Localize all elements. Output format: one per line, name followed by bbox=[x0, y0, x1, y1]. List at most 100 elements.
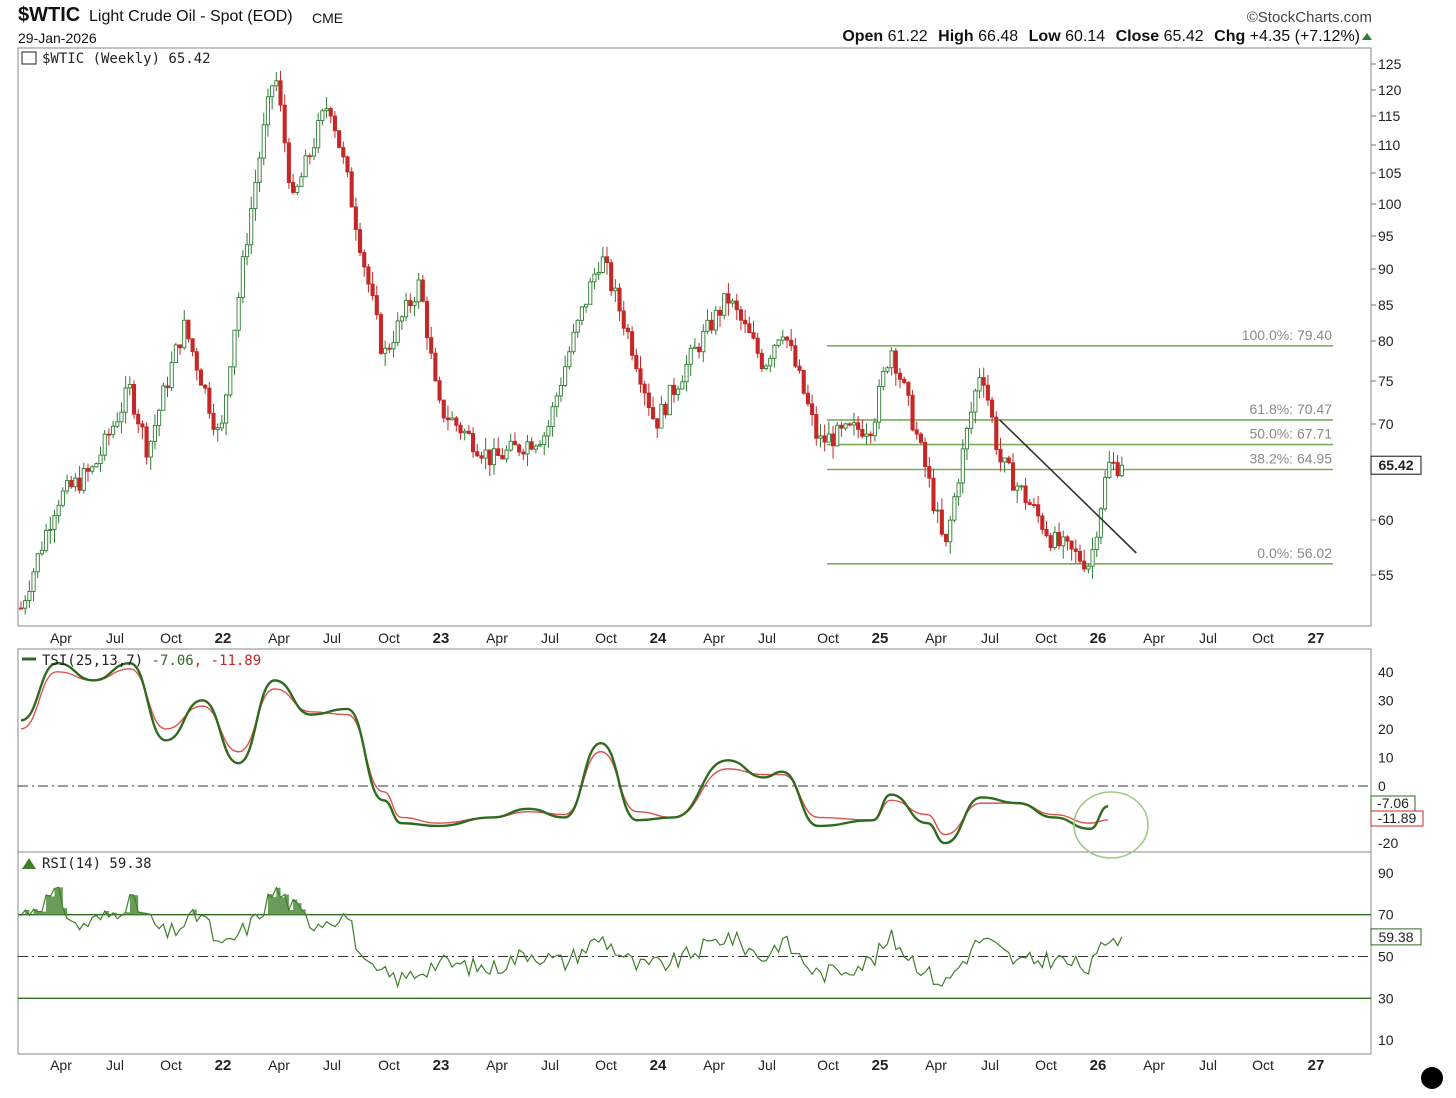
candle-body bbox=[404, 300, 409, 318]
price-tick-label: 60 bbox=[1378, 512, 1394, 528]
x-tick-label-top: Jul bbox=[323, 630, 341, 646]
candle-body bbox=[1094, 536, 1099, 551]
candle-body bbox=[458, 424, 463, 434]
candle-body bbox=[851, 422, 857, 426]
candle bbox=[90, 465, 95, 475]
candle-body bbox=[910, 394, 915, 431]
x-tick-label-bottom: Jul bbox=[541, 1057, 559, 1073]
candle bbox=[575, 319, 580, 338]
candle bbox=[985, 374, 990, 406]
x-tick-label-bottom: 25 bbox=[872, 1057, 889, 1074]
price-tick-label: 80 bbox=[1378, 333, 1394, 349]
candle bbox=[638, 356, 643, 393]
x-tick-label-bottom: 22 bbox=[215, 1057, 232, 1074]
candle bbox=[1090, 537, 1095, 579]
candle bbox=[722, 293, 727, 320]
candle bbox=[458, 422, 463, 440]
candle bbox=[998, 437, 1003, 472]
candle bbox=[1103, 470, 1108, 512]
candle-body bbox=[575, 319, 580, 333]
candle-body bbox=[642, 383, 647, 394]
candle bbox=[1077, 544, 1083, 565]
candle-body bbox=[701, 330, 706, 353]
tsi-lines bbox=[18, 662, 1371, 859]
candle bbox=[73, 473, 78, 492]
candle-body bbox=[1052, 531, 1057, 549]
up-arrow-icon bbox=[1362, 33, 1372, 40]
candle-body bbox=[1040, 515, 1045, 530]
candle-body bbox=[818, 435, 823, 439]
candle bbox=[433, 347, 438, 382]
candle bbox=[789, 328, 794, 352]
candle bbox=[228, 366, 233, 398]
candle bbox=[1031, 498, 1036, 508]
x-tick-label-bottom: 27 bbox=[1308, 1057, 1325, 1074]
candle-body bbox=[424, 300, 430, 339]
candle bbox=[805, 384, 810, 407]
candle-body bbox=[31, 571, 36, 592]
candle-body bbox=[768, 357, 773, 367]
candle-body bbox=[1073, 548, 1078, 552]
candle-body bbox=[529, 441, 534, 450]
candle-body bbox=[337, 130, 342, 148]
x-tick-label-bottom: Oct bbox=[817, 1057, 839, 1073]
record-dot-icon[interactable] bbox=[1421, 1067, 1443, 1089]
candle-body bbox=[843, 423, 848, 429]
candle bbox=[730, 298, 735, 308]
tsi-legend-value: -7.06 bbox=[143, 653, 194, 669]
candle-body bbox=[18, 607, 24, 610]
candle-body bbox=[441, 399, 446, 419]
candle bbox=[127, 376, 132, 396]
candle bbox=[684, 355, 689, 392]
last-price-value: 65.42 bbox=[1378, 457, 1413, 473]
candle bbox=[366, 264, 371, 293]
axes: 5560707580859095100105110115120125AprApr… bbox=[50, 56, 1424, 1074]
candle-body bbox=[537, 444, 543, 447]
candle-body bbox=[650, 407, 656, 420]
candle bbox=[504, 445, 509, 463]
candle-body bbox=[257, 157, 262, 183]
candle-body bbox=[864, 433, 869, 437]
fib-label: 50.0%: 67.71 bbox=[1249, 426, 1332, 442]
candle-body bbox=[286, 142, 291, 183]
candle-body bbox=[395, 320, 400, 343]
candle-body bbox=[1006, 457, 1011, 464]
candle-body bbox=[173, 344, 178, 364]
x-tick-label-top: 23 bbox=[433, 630, 450, 647]
high-value: 66.48 bbox=[978, 28, 1019, 45]
x-tick-label-top: Oct bbox=[378, 630, 400, 646]
candle bbox=[943, 533, 949, 547]
candle-body bbox=[253, 181, 258, 210]
brand-watermark[interactable]: ©StockCharts.com bbox=[1246, 9, 1372, 26]
candle-body bbox=[872, 421, 877, 437]
candle bbox=[977, 368, 982, 399]
candle-body bbox=[278, 80, 283, 106]
candle bbox=[316, 112, 321, 154]
candle bbox=[759, 348, 764, 372]
candle bbox=[224, 393, 229, 436]
candle-body bbox=[734, 300, 739, 311]
candle bbox=[676, 385, 681, 401]
candle bbox=[537, 440, 543, 448]
candle bbox=[659, 395, 664, 429]
highlight-circle bbox=[1073, 791, 1149, 859]
candle-body bbox=[94, 463, 99, 468]
candle bbox=[194, 347, 199, 381]
candle-body bbox=[445, 417, 450, 421]
candle-body bbox=[387, 347, 392, 350]
candle-body bbox=[747, 323, 752, 334]
candle bbox=[667, 384, 672, 416]
candle-body bbox=[1010, 462, 1016, 491]
fib-label: 0.0%: 56.02 bbox=[1257, 545, 1332, 561]
candle bbox=[341, 141, 346, 164]
candle bbox=[847, 422, 852, 427]
x-tick-label-bottom: Apr bbox=[703, 1057, 725, 1073]
candle-body bbox=[475, 451, 480, 457]
candle-body bbox=[1098, 508, 1103, 538]
open-value: 61.22 bbox=[887, 28, 928, 45]
candle-body bbox=[625, 327, 630, 333]
candle bbox=[27, 580, 32, 608]
candle-body bbox=[148, 440, 153, 458]
high-label: High bbox=[938, 28, 974, 45]
